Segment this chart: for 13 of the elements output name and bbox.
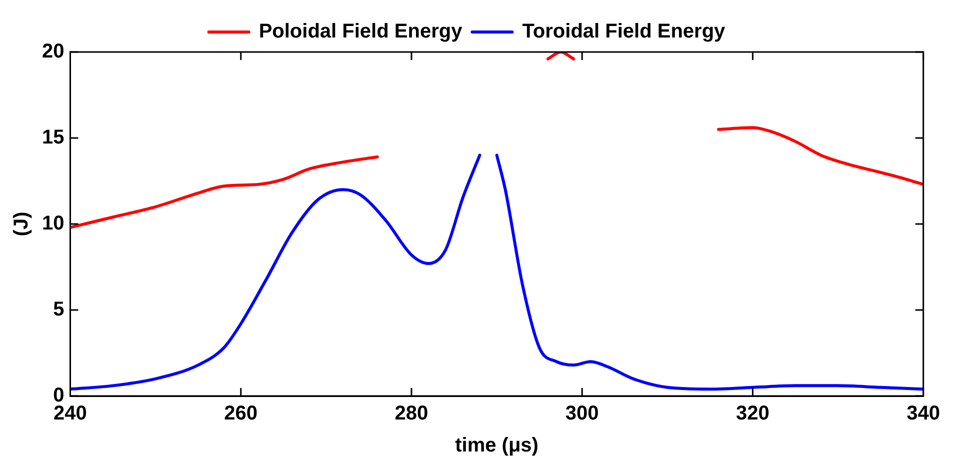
x-tick-label: 260 — [224, 402, 258, 425]
y-tick-label: 15 — [42, 126, 64, 149]
x-tick-label: 280 — [394, 402, 428, 425]
x-tick-label: 300 — [565, 402, 599, 425]
y-tick-label: 10 — [42, 212, 64, 235]
y-axis-title: (J) — [10, 212, 33, 236]
y-tick-label: 20 — [42, 40, 64, 63]
x-tick-label: 340 — [906, 402, 940, 425]
x-tick-label: 320 — [736, 402, 770, 425]
legend-label: Toroidal Field Energy — [522, 20, 726, 43]
x-axis-title: time (μs) — [455, 434, 538, 457]
legend-label: Poloidal Field Energy — [258, 20, 464, 43]
y-tick-label: 5 — [53, 298, 64, 321]
